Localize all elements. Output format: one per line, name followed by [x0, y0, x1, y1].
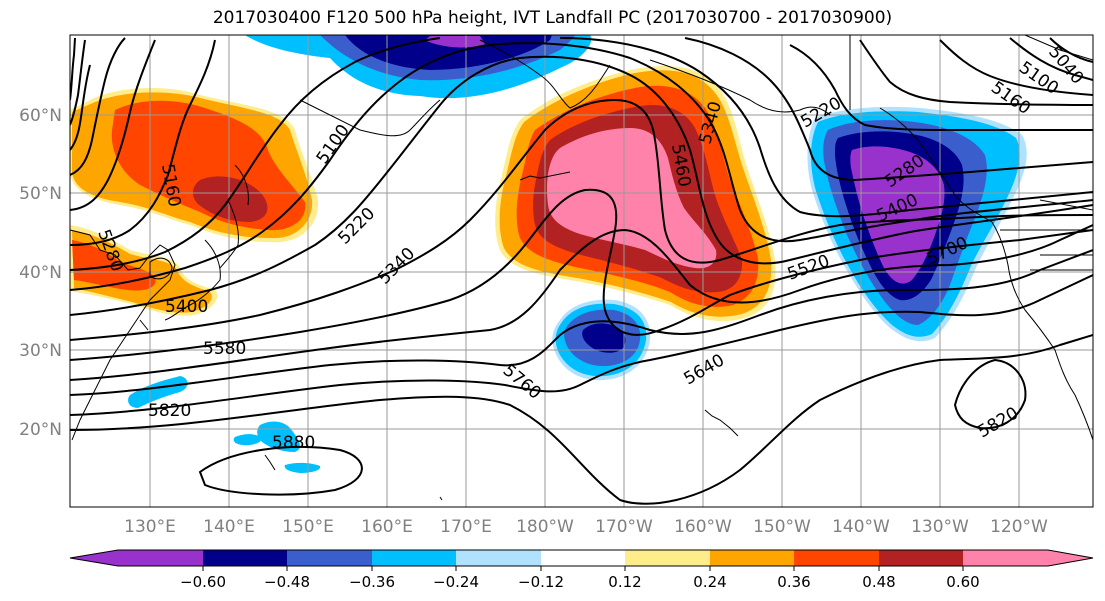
lon-tick-label: 130°E — [124, 517, 176, 537]
coastlines — [70, 35, 1093, 501]
lon-tick-label: 160°W — [674, 517, 732, 537]
lon-tick-label: 160°E — [361, 517, 413, 537]
colorbar-tick-label: −0.12 — [518, 573, 564, 591]
colorbar-bin — [287, 550, 372, 566]
lon-tick-label: 150°E — [282, 517, 334, 537]
colorbar-tick-label: −0.36 — [349, 573, 395, 591]
lon-tick-label: 130°W — [911, 517, 969, 537]
colorbar-bin — [710, 550, 794, 566]
colorbar-bin — [372, 550, 456, 566]
colorbar-bin — [879, 550, 963, 566]
colorbar: −0.60 −0.48 −0.36 −0.24 −0.12 0.12 0.24 … — [69, 549, 1094, 591]
colorbar-extend-min — [70, 550, 118, 566]
lon-tick-label: 150°W — [753, 517, 811, 537]
colorbar-tick-label: −0.48 — [264, 573, 310, 591]
map-frame — [69, 34, 1094, 508]
contour-label: 5820 — [148, 401, 191, 421]
height-contours — [70, 37, 1093, 505]
lon-tick-label: 170°W — [595, 517, 653, 537]
lat-tick-label: 20°N — [19, 420, 62, 440]
lat-tick-label: 50°N — [19, 184, 62, 204]
colorbar-tick-label: 0.60 — [946, 573, 979, 591]
lon-tick-labels: 130°E 140°E 150°E 160°E 170°E 180°W 170°… — [124, 517, 1048, 537]
colorbar-bin — [203, 550, 287, 566]
colorbar-bin — [456, 550, 541, 566]
lon-tick-label: 140°W — [832, 517, 890, 537]
lat-tick-label: 30°N — [19, 341, 62, 361]
colorbar-bin — [625, 550, 710, 566]
colorbar-bin — [963, 550, 1048, 566]
colorbar-tick-label: 0.24 — [693, 573, 726, 591]
colorbar-tick-label: 0.36 — [777, 573, 810, 591]
graticule — [70, 35, 1093, 507]
contour-label: 5580 — [203, 339, 246, 359]
lon-tick-label: 120°W — [990, 517, 1048, 537]
contour-label: 5400 — [165, 297, 208, 317]
colorbar-tick-label: −0.60 — [180, 573, 226, 591]
colorbar-bin — [541, 550, 625, 566]
ivt-shading — [70, 35, 1027, 473]
lat-tick-label: 40°N — [19, 263, 62, 283]
contour-label: 5880 — [272, 433, 315, 453]
colorbar-tick-label: 0.48 — [862, 573, 895, 591]
colorbar-bin — [118, 550, 203, 566]
lon-tick-label: 170°E — [440, 517, 492, 537]
figure-title: 2017030400 F120 500 hPa height, IVT Land… — [212, 8, 893, 28]
colorbar-tick-label: −0.24 — [433, 573, 479, 591]
lat-tick-label: 60°N — [19, 106, 62, 126]
colorbar-tick-label: 0.12 — [608, 573, 641, 591]
lon-tick-label: 140°E — [203, 517, 255, 537]
colorbar-extend-max — [1048, 550, 1093, 566]
lon-tick-label: 180°W — [516, 517, 574, 537]
lat-tick-labels: 60°N 50°N 40°N 30°N 20°N — [19, 106, 62, 440]
colorbar-bin — [794, 550, 879, 566]
